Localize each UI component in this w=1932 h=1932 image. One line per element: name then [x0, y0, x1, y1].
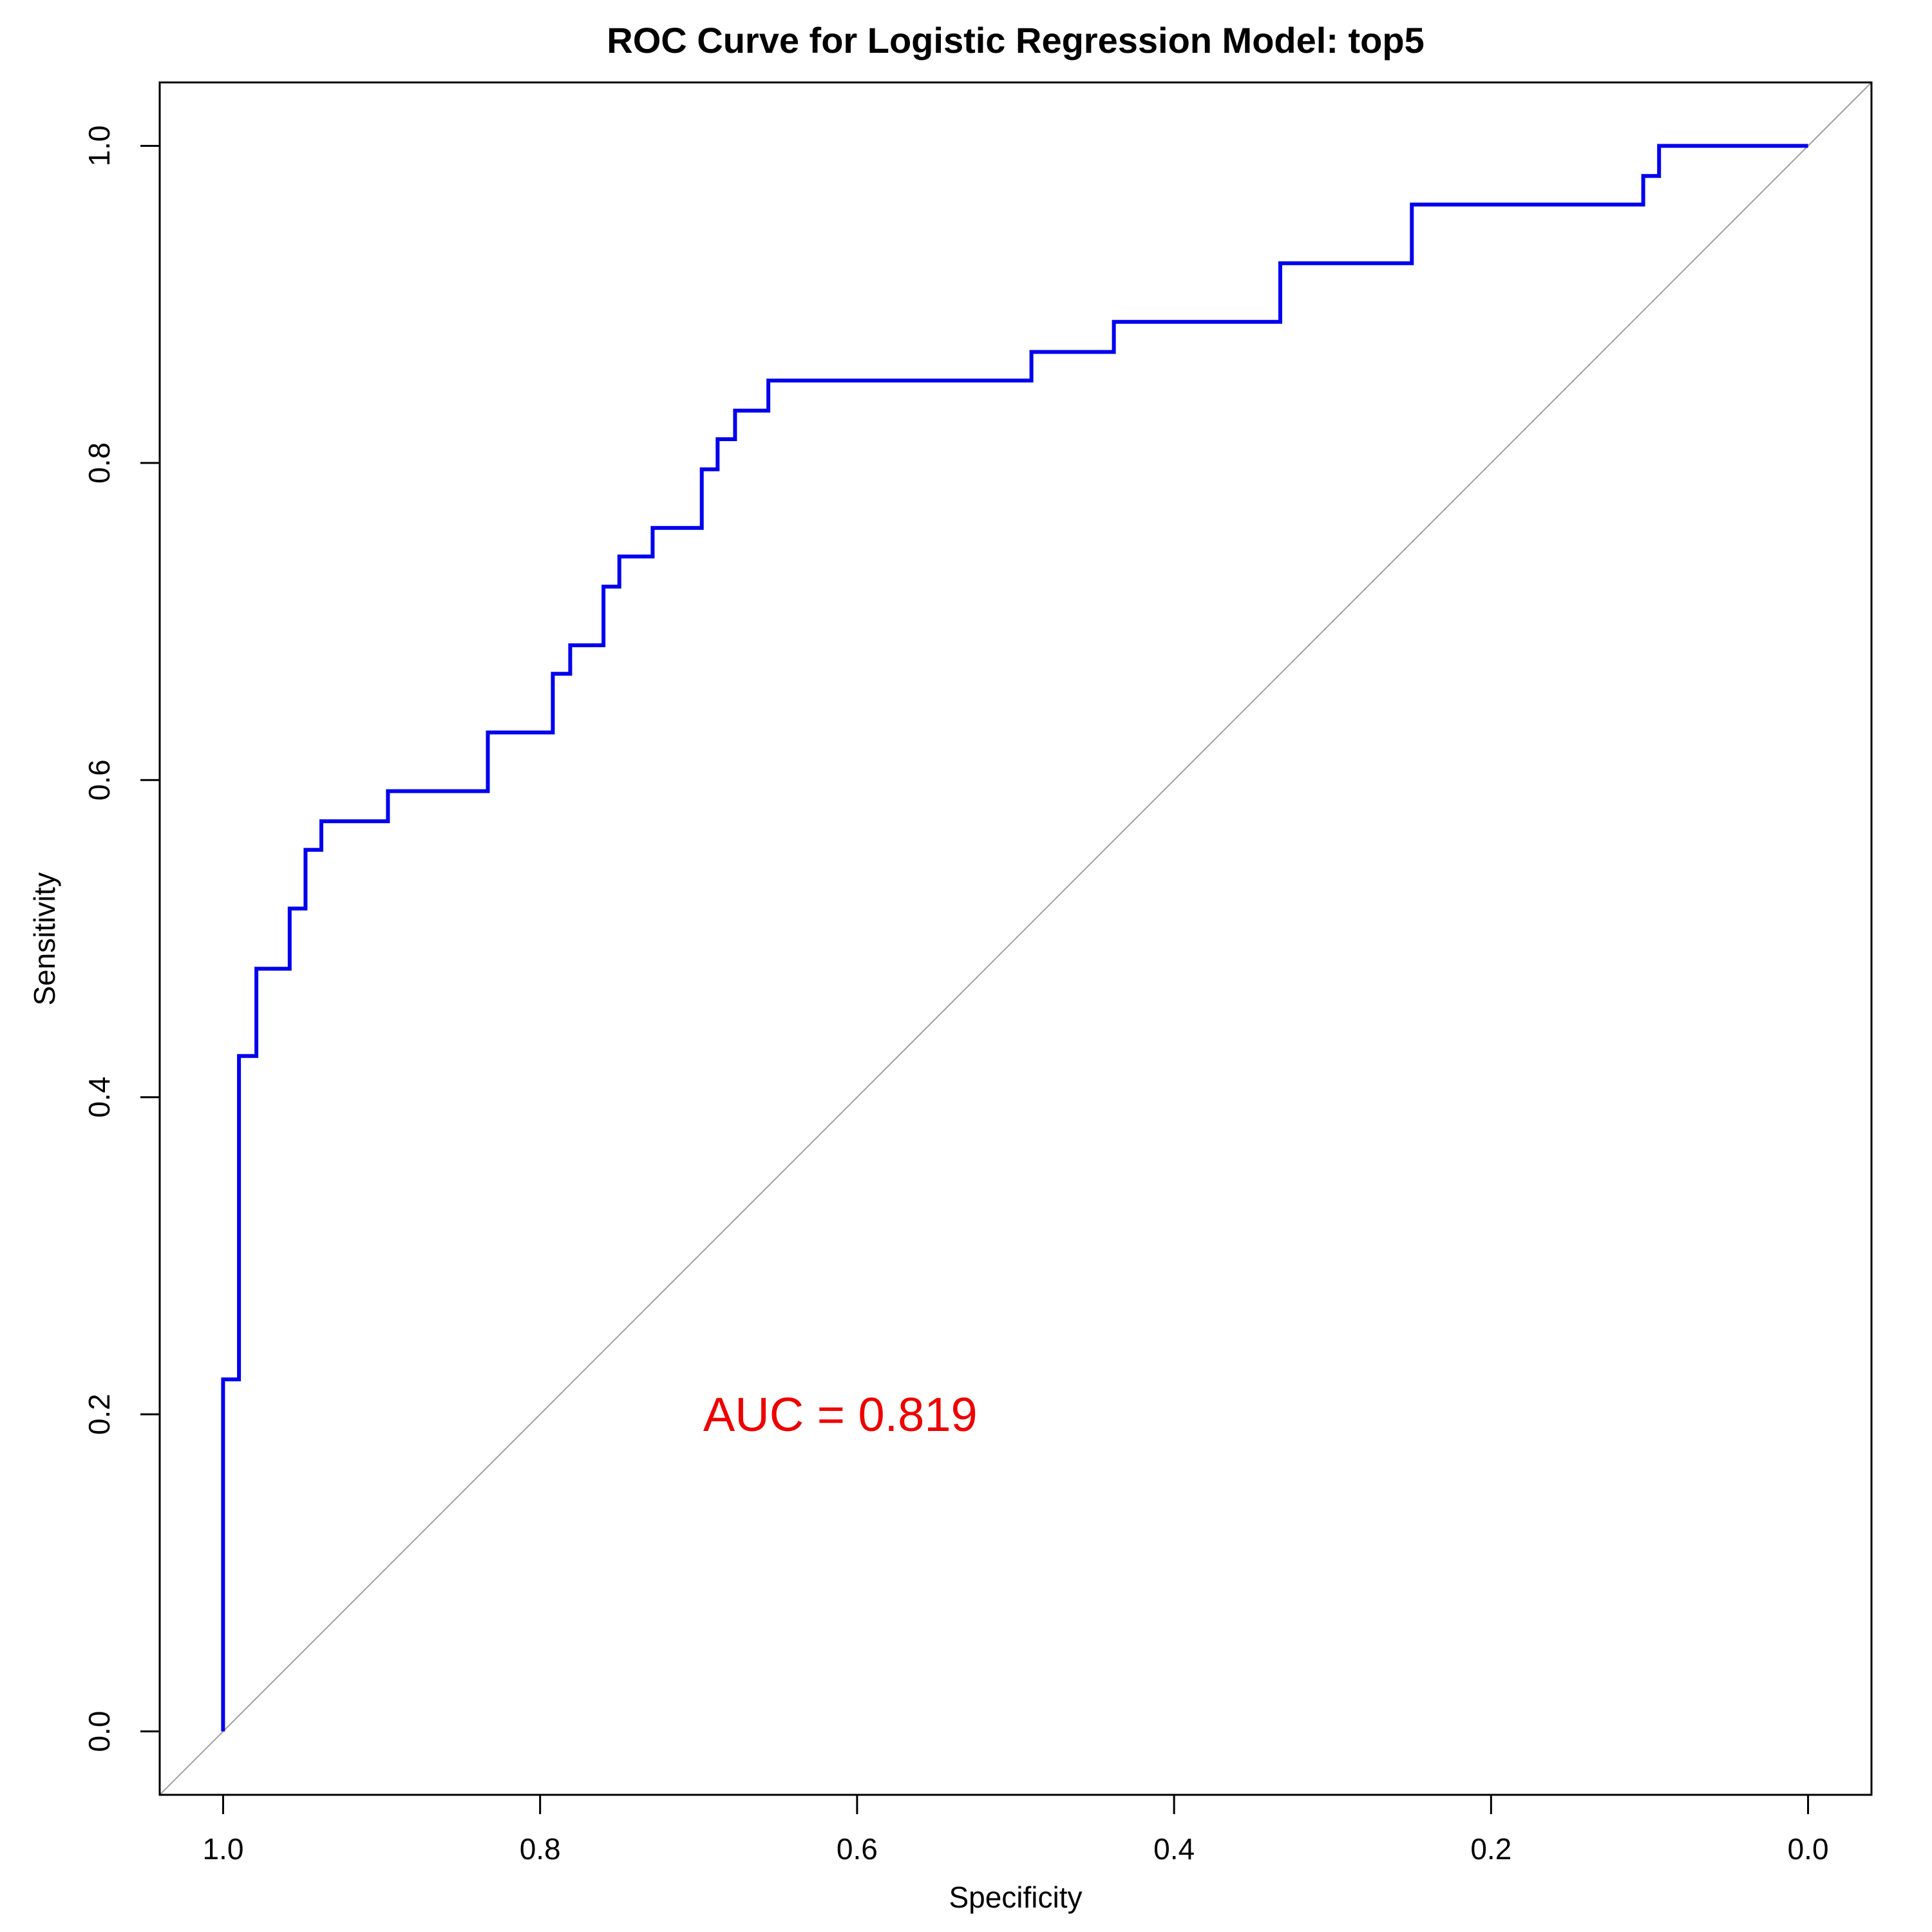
x-axis-label: Specificity — [949, 1880, 1082, 1914]
y-axis: 0.0 0.2 0.4 0.6 0.8 1.0 — [82, 126, 161, 1752]
plot-content — [159, 82, 1872, 1795]
y-tick-label: 1.0 — [82, 126, 116, 167]
y-tick-label: 0.0 — [82, 1711, 116, 1752]
auc-annotation: AUC = 0.819 — [703, 1388, 978, 1441]
x-tick-label: 0.2 — [1470, 1832, 1511, 1866]
x-tick-label: 0.6 — [837, 1832, 878, 1866]
y-tick-label: 0.4 — [82, 1077, 116, 1118]
roc-curve-line — [221, 144, 1808, 1732]
x-tick-label: 0.4 — [1153, 1832, 1195, 1866]
x-tick-label: 0.8 — [520, 1832, 561, 1866]
x-tick-label: 0.0 — [1788, 1832, 1829, 1866]
y-tick-label: 0.6 — [82, 759, 116, 800]
y-axis-label: Sensitivity — [28, 872, 61, 1005]
chance-diagonal-line — [159, 82, 1872, 1795]
x-axis: 1.0 0.8 0.6 0.4 0.2 0.0 — [202, 1794, 1829, 1866]
chart-title: ROC Curve for Logistic Regression Model:… — [607, 20, 1424, 61]
y-tick-label: 0.8 — [82, 442, 116, 484]
x-tick-label: 1.0 — [202, 1832, 243, 1866]
y-tick-label: 0.2 — [82, 1394, 116, 1435]
